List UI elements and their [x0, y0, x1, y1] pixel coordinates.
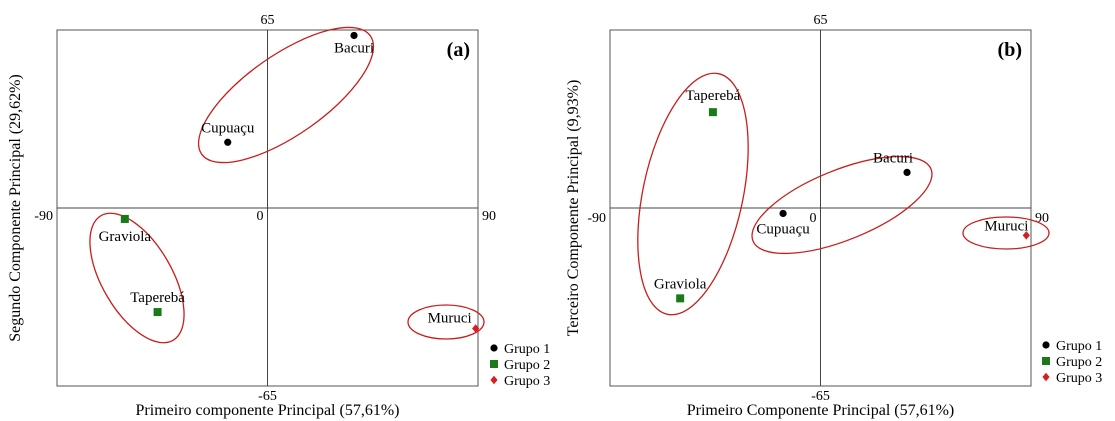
panel-a-panel-label: (a) [447, 39, 470, 61]
panel-a-point-tapereba [153, 308, 162, 317]
legend-a-grupo-2-marker [490, 360, 498, 368]
panel-b-point-muruci [1022, 231, 1030, 240]
panel-b-x-axis-title: Primeiro Componente Principal (57,61%) [687, 402, 955, 419]
panel-a-x-axis-title: Primeiro componente Principal (57,61%) [136, 402, 400, 419]
legend-b-grupo-2-label: Grupo 2 [1056, 355, 1102, 370]
panel-b-point-graviola [676, 294, 685, 303]
legend-a-grupo-3-label: Grupo 3 [504, 374, 550, 389]
legend-a-grupo-3-marker [490, 375, 498, 385]
panel-a-point-label-graviola: Graviola [99, 229, 152, 245]
panel-a-point-bacuri [350, 31, 358, 40]
panel-b-cluster-ellipse-1 [637, 72, 749, 316]
legend-b-grupo-2-marker [1042, 357, 1050, 365]
panel-b-tick-x-min: -90 [587, 211, 606, 226]
panel-b-tick-y-max: 65 [814, 13, 828, 28]
panel-a-tick-origin: 0 [257, 209, 264, 224]
panel-a-cluster-ellipse-3 [407, 304, 485, 340]
panel-a-point-muruci [472, 324, 480, 333]
panel-b-point-label-graviola: Graviola [654, 276, 707, 292]
panel-b-cluster-ellipse-3 [962, 216, 1050, 250]
panel-b-panel-label: (b) [998, 39, 1022, 61]
panel-b-point-tapereba [708, 108, 717, 117]
panel-b-point-cupuacu [779, 209, 787, 218]
legend-a-grupo-1-marker [490, 344, 498, 352]
panel-a-cluster-ellipse-1 [197, 26, 375, 164]
legend-b-grupo-3-marker [1042, 372, 1050, 382]
panel-b-tick-origin: 0 [810, 211, 817, 226]
panel-a-point-label-tapereba: Taperebá [130, 290, 185, 306]
legend-b-grupo-1-marker [1042, 341, 1050, 349]
panel-a-tick-x-min: -90 [34, 209, 53, 224]
panel-b-point-label-bacuri: Bacuri [873, 150, 913, 166]
panel-a-point-label-bacuri: Bacuri [334, 40, 374, 56]
panel-a-point-cupuacu [224, 138, 232, 146]
panel-b-y-axis-title: Terceiro Componente Principal (9,93%) [565, 80, 582, 337]
panel-b-point-label-muruci: Muruci [984, 218, 1028, 234]
panel-b-point-bacuri [903, 168, 911, 176]
panel-a-tick-x-max: 90 [482, 209, 496, 224]
panel-a-point-graviola [120, 214, 129, 223]
panel-b-point-label-tapereba: Taperebá [686, 88, 741, 104]
legend-a-grupo-2-label: Grupo 2 [504, 358, 550, 373]
panel-a-point-label-cupuacu: Cupuaçu [201, 120, 255, 136]
panel-a-cluster-ellipse-2 [89, 212, 185, 344]
panel-b-point-label-cupuacu: Cupuaçu [756, 221, 810, 237]
legend-b-grupo-1-label: Grupo 1 [1056, 339, 1102, 354]
legend-b-grupo-3-label: Grupo 3 [1056, 371, 1102, 386]
legend-a-grupo-1-label: Grupo 1 [504, 342, 550, 357]
panel-a-tick-y-max: 65 [261, 13, 275, 28]
panel-a-point-label-muruci: Muruci [428, 310, 472, 326]
panel-b-tick-y-min: -65 [811, 389, 830, 404]
panel-a-tick-y-min: -65 [258, 389, 277, 404]
panel-b-cluster-ellipse-2 [751, 155, 933, 255]
panel-a-y-axis-title: Segundo Componente Principal (29,62%) [7, 74, 24, 342]
